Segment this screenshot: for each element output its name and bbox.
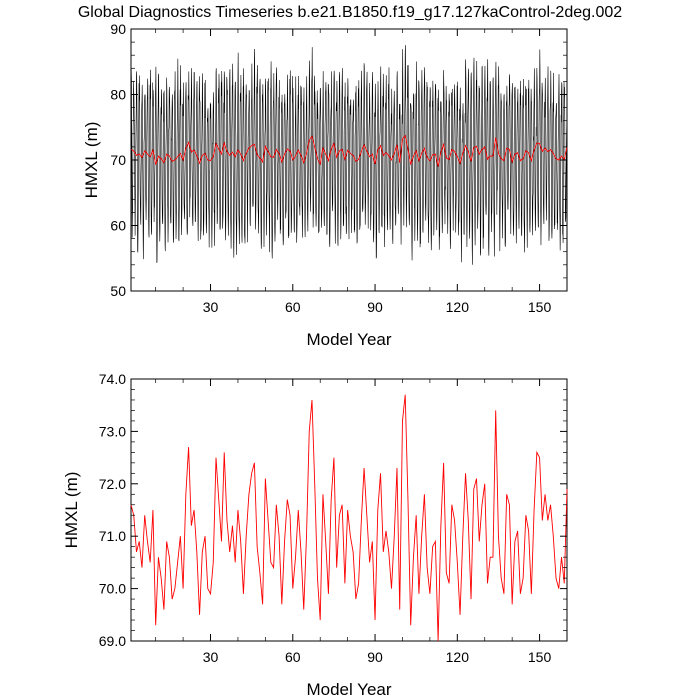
bottom-x-axis-label: Model Year	[306, 680, 391, 699]
top-ytick-label: 60	[110, 218, 126, 234]
top-x-axis-label: Model Year	[306, 330, 391, 349]
top-xtick-label: 150	[528, 299, 552, 315]
top-y-axis-label: HMXL (m)	[82, 122, 101, 199]
bottom-y-axis-label: HMXL (m)	[62, 472, 81, 549]
top-xtick-label: 60	[285, 299, 301, 315]
chart-title: Global Diagnostics Timeseries b.e21.B185…	[78, 4, 622, 21]
bottom-xtick-label: 90	[367, 649, 383, 665]
bottom-ytick-label: 70.0	[99, 581, 126, 597]
top-ytick-label: 90	[110, 21, 126, 37]
top-ytick-label: 70	[110, 152, 126, 168]
bottom-xtick-label: 30	[203, 649, 219, 665]
bottom-xtick-label: 60	[285, 649, 301, 665]
top-axis-ticks: 30 60 90 120 150 50 60 70 80 90	[110, 21, 568, 315]
bottom-xtick-label: 150	[528, 649, 552, 665]
bottom-annual-line	[130, 394, 568, 642]
bottom-xtick-label: 120	[446, 649, 470, 665]
top-annual-mean-series	[130, 134, 568, 167]
top-ytick-label: 80	[110, 87, 126, 103]
bottom-ytick-label: 71.0	[99, 528, 126, 544]
bottom-axis-ticks: 30 60 90 120 150 69.0 70.0 71.0 72.0 73.0 74.0	[99, 371, 568, 665]
top-xtick-label: 90	[367, 299, 383, 315]
bottom-ytick-label: 74.0	[99, 371, 126, 387]
bottom-ytick-label: 73.0	[99, 423, 126, 439]
top-xtick-label: 30	[203, 299, 219, 315]
panel-top-annual-and-monthly: 30 60 90 120 150 50 60 70 80 90 Model Year HMXL (…	[82, 21, 568, 349]
top-monthly-series	[130, 45, 568, 265]
bottom-plot-frame	[130, 378, 568, 642]
top-monthly-line	[130, 45, 568, 265]
top-annual-line	[130, 134, 568, 167]
bottom-ytick-label: 72.0	[99, 476, 126, 492]
panel-bottom-annual: 30 60 90 120 150 69.0 70.0 71.0 72.0 73.0 74.0 Mod…	[62, 371, 568, 699]
top-ytick-label: 50	[110, 283, 126, 299]
top-xtick-label: 120	[446, 299, 470, 315]
bottom-annual-mean-series	[130, 394, 568, 642]
bottom-ytick-label: 69.0	[99, 633, 126, 649]
